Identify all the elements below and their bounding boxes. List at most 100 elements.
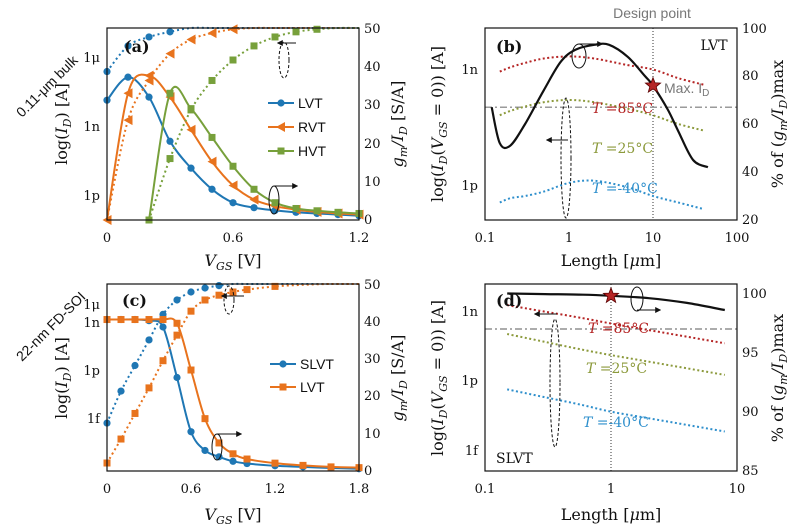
- c-arrow-gm: [220, 285, 244, 315]
- c-id-point-lvt-3: [145, 384, 153, 392]
- c-ylabel-left: log(ID) [A]: [52, 337, 74, 419]
- c-rtick-0: 0: [364, 464, 372, 479]
- c-gm-point-lvt-8: [215, 439, 223, 447]
- panel-c-label: (c): [122, 291, 147, 310]
- c-rtick-30: 30: [364, 352, 381, 367]
- c-id-point-lvt-1: [117, 435, 125, 443]
- a-ylabel-left: log(ID) [A]: [52, 83, 74, 165]
- a-rtick-40: 40: [364, 60, 381, 75]
- a-legend-lvt: LVT: [298, 95, 323, 111]
- a-gm-point-hvt-6: [271, 199, 279, 207]
- a-id-point-rvt-6: [228, 24, 238, 35]
- a-gm-point-hvt-8: [313, 207, 321, 215]
- c-legend: SLVT LVT: [270, 356, 334, 395]
- panel-c-plot: [103, 281, 363, 473]
- c-id-point-lvt-8: [215, 291, 223, 299]
- d-design-star: [602, 286, 620, 304]
- a-arrow-gm: [276, 40, 296, 79]
- b-arrow-id: [545, 97, 572, 219]
- c-legend-lvt-marker: [279, 383, 287, 391]
- a-gm-point-rvt-1: [123, 88, 133, 99]
- c-gm-point-lvt-13: [327, 463, 335, 471]
- c-gm-point-lvt-12: [299, 461, 307, 469]
- panel-a-plot: [102, 24, 364, 225]
- panel-d: (d) SLVT 1f 1p 1n 85 90 95 100 0.1 1 10 …: [428, 283, 790, 524]
- b-leakage-line-1: [499, 98, 704, 132]
- c-xlabel: VGS [V]: [204, 505, 261, 527]
- a-id-point-hvt-8: [313, 25, 321, 33]
- d-ytick-1f: 1f: [465, 444, 479, 459]
- c-xtick-18: 1.8: [349, 482, 370, 497]
- a-ytick-1u: 1μ: [83, 51, 100, 66]
- d-ylabel-left: log(ID(VGS = 0)) [A]: [428, 300, 450, 456]
- b-leakage-line-0: [499, 55, 704, 86]
- c-arrow-id: [211, 431, 243, 461]
- d-xtick-10: 10: [729, 482, 746, 497]
- c-ytick-1n: 1n: [83, 316, 100, 331]
- d-ylabel-right: % of (gm/ID)max: [768, 314, 790, 442]
- b-label-25: T =25°C: [592, 141, 653, 157]
- c-gm-point-lvt-11: [271, 459, 279, 467]
- b-arrow-gm: [571, 41, 604, 69]
- a-id-point-rvt-4: [186, 34, 196, 45]
- a-id-point-hvt-3: [208, 76, 216, 84]
- panel-a: (a) 1p 1n 1μ 0 10 20 30 40 50 0 0.6 1.2 …: [52, 22, 410, 273]
- a-xtick-0: 0: [103, 231, 111, 246]
- c-id-point-lvt-9: [229, 288, 237, 296]
- a-gm-point-rvt-4: [186, 124, 196, 135]
- b-rtick-60: 60: [742, 117, 759, 132]
- a-rtick-50: 50: [364, 22, 381, 37]
- a-id-line-rvt: [106, 26, 359, 221]
- c-gm-point-slvt-4: [159, 323, 167, 331]
- c-xtick-0: 0: [103, 482, 111, 497]
- c-id-point-lvt-4: [159, 357, 167, 365]
- panel-c-frame: [106, 283, 360, 472]
- panel-d-label: (d): [496, 291, 522, 310]
- c-gm-point-lvt-3: [145, 316, 153, 324]
- b-xtick-10: 10: [645, 231, 662, 246]
- a-id-point-lvt-1: [124, 42, 132, 50]
- panel-d-corner: SLVT: [496, 451, 533, 467]
- d-arrow-id: [533, 311, 561, 448]
- a-xtick-06: 0.6: [223, 231, 244, 246]
- a-arrow-id: [268, 183, 299, 215]
- a-gm-point-lvt-1: [124, 73, 132, 81]
- d-label-85: T =85°C: [588, 321, 649, 337]
- b-max-id-label: Max. ID: [664, 80, 709, 99]
- d-rtick-100: 100: [742, 287, 767, 302]
- b-xtick-100: 100: [725, 231, 750, 246]
- c-xtick-06: 0.6: [181, 482, 202, 497]
- d-leakage-line-0: [507, 304, 725, 345]
- c-id-point-lvt-10: [243, 286, 251, 294]
- a-rtick-20: 20: [364, 137, 381, 152]
- c-gm-point-slvt-6: [187, 428, 195, 436]
- c-gm-point-lvt-10: [243, 455, 251, 463]
- b-rtick-100: 100: [742, 22, 767, 37]
- a-gm-point-hvt-9: [334, 208, 342, 216]
- d-label-m40: T =-40°C: [583, 415, 649, 431]
- d-rtick-95: 95: [742, 346, 759, 361]
- a-gm-point-lvt-7: [250, 204, 258, 212]
- b-rtick-20: 20: [742, 213, 759, 228]
- c-rtick-50: 50: [364, 278, 381, 293]
- a-ytick-1n: 1n: [83, 120, 100, 135]
- panel-b-corner: LVT: [700, 38, 728, 54]
- d-label-25: T =25°C: [586, 361, 647, 377]
- b-label-85: T =85°C: [592, 101, 653, 117]
- a-id-point-lvt-2: [145, 33, 153, 41]
- c-id-point-lvt-11: [271, 282, 279, 290]
- a-legend-lvt-marker: [277, 99, 285, 107]
- d-xlabel: Length [μm]: [561, 505, 662, 524]
- a-ylabel-right: gm/ID [S/A]: [388, 81, 410, 168]
- panel-a-frame: [106, 27, 360, 221]
- a-rtick-30: 30: [364, 98, 381, 113]
- c-id-point-slvt-7: [201, 284, 209, 292]
- b-leakage-line-2: [499, 179, 704, 211]
- b-ylabel-left: log(ID(VGS = 0)) [A]: [428, 46, 450, 202]
- panel-b: (b) LVT Design point Max. ID 1p 1n 20 40…: [428, 5, 790, 270]
- panel-b-label: (b): [496, 37, 522, 56]
- a-id-point-rvt-3: [165, 48, 175, 59]
- d-xtick-1: 1: [607, 482, 615, 497]
- a-legend: LVT RVT HVT: [268, 95, 326, 159]
- d-rtick-90: 90: [742, 405, 759, 420]
